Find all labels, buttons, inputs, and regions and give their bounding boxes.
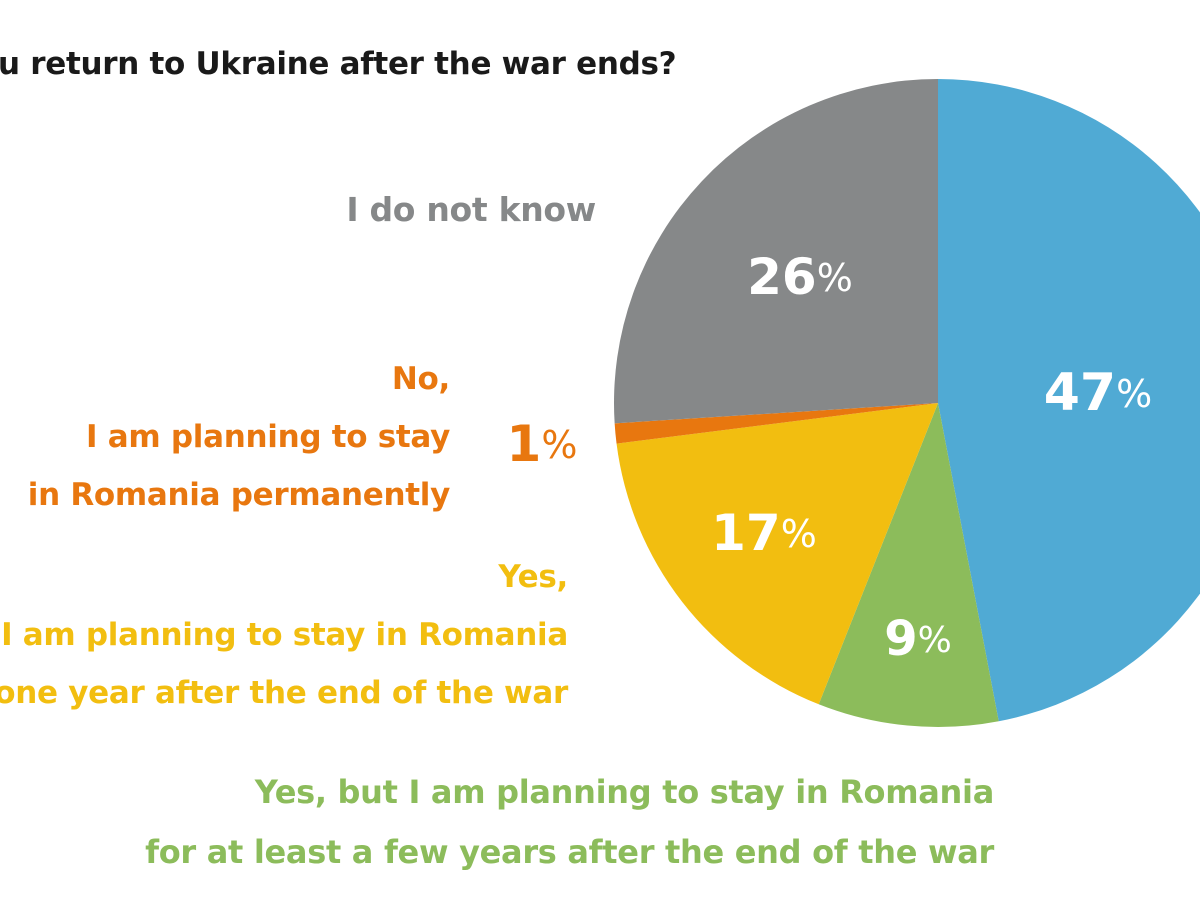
legend-line: Yes, but I am planning to stay in Romani… (254, 773, 995, 811)
pie-value-labels: 47% 9% 17% 1% 26% (507, 248, 1153, 668)
legend-label-b: Yes, but I am planning to stay in Romani… (145, 762, 994, 882)
pie-value-label-d: 1% (507, 415, 578, 473)
legend-line: I am planning to stay in Romania (1, 617, 568, 653)
legend-label-e: I do not know (346, 190, 596, 230)
legend-line: I am planning to stay (86, 419, 450, 455)
legend-line: No, (391, 361, 450, 397)
legend-label-d: No, I am planning to stay in Romania per… (27, 350, 451, 524)
legend-line: in Romania permanently (27, 477, 451, 513)
legend-line: one year after the end of the war (0, 675, 568, 711)
pie-value-label-c: 17% (711, 504, 817, 562)
pie-value-label-a: 47% (1044, 363, 1152, 423)
pie-slice-e (614, 79, 938, 424)
pie-slice-c (616, 403, 938, 705)
legend-line: for at least a few years after the end o… (145, 833, 994, 871)
pie-slice-a (938, 79, 1200, 722)
legend-label-c: Yes, I am planning to stay in Romania on… (0, 548, 568, 722)
pie-slices (614, 79, 1200, 727)
legend-line: Yes, (498, 559, 568, 595)
pie-slice-d (614, 403, 938, 444)
pie-slice-b (818, 403, 999, 727)
chart-title: u return to Ukraine after the war ends? (0, 46, 677, 82)
pie-value-label-e: 26% (747, 248, 853, 306)
pie-value-label-b: 9% (884, 611, 952, 667)
legend-line: I do not know (346, 190, 596, 229)
